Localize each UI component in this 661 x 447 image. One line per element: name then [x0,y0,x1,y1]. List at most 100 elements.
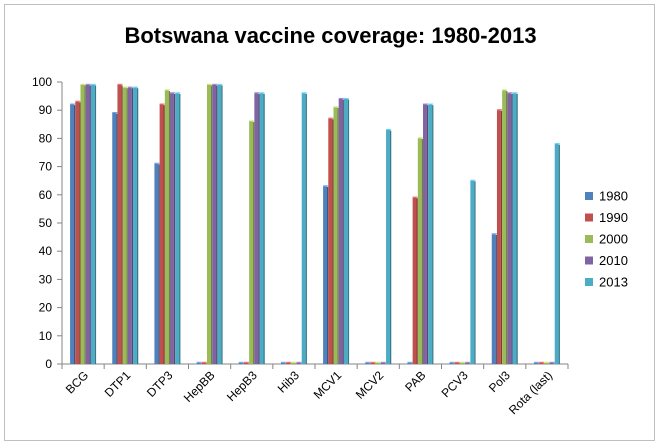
chart-title: Botswana vaccine coverage: 1980-2013 [124,23,537,48]
bar-2000-Pol3 [502,90,507,365]
bar-2010-HepB3 [254,93,259,364]
bar-top [127,86,133,88]
bar-top [338,97,344,99]
bar-2010-Pol3 [507,93,512,364]
bar-1990-HepBB [201,362,206,364]
bar-1980-HepB3 [238,362,243,364]
y-tick-label: 50 [39,216,53,230]
bar-top [296,361,302,363]
bar-2013-PAB [428,104,433,364]
bar-side [84,85,86,365]
bar-side [506,91,508,364]
y-tick-label: 100 [32,75,52,89]
bar-1990-MCV2 [370,362,375,364]
x-tick-label: BCG [63,368,91,396]
y-tick-label: 10 [39,329,53,343]
bar-2000-MCV2 [375,362,380,364]
bar-side [205,363,207,364]
bar-top [212,83,218,85]
bar-2010-DTP3 [170,93,174,364]
bar-side [131,88,134,365]
legend-label-1980: 1980 [599,189,628,204]
bar-side [342,99,344,365]
bar-top [496,109,502,111]
bar-top [328,117,334,119]
bar-top [259,92,265,94]
bar-2010-PAB [423,104,427,364]
bar-top [301,92,307,94]
bar-top [170,92,176,94]
bar-top [280,361,286,363]
bar-1990-BCG [75,101,80,365]
bar-top [449,361,455,363]
legend-swatch-2013 [585,278,593,286]
bar-side [210,85,213,365]
bar-side [474,181,476,364]
bar-side [94,85,97,365]
bar-side [247,363,250,364]
bar-side [158,164,160,364]
bar-top [544,361,550,363]
bar-side [332,119,334,364]
bar-top [407,361,413,363]
bar-side [463,363,466,364]
bar-side [426,105,429,364]
bar-side [347,99,350,365]
bar-2013-PCV3 [470,180,475,364]
bar-top [380,361,386,363]
bar-side [411,363,413,364]
bar-top [512,92,518,94]
bar-side [374,363,376,364]
bar-side [558,144,560,364]
bar-top [217,83,223,85]
bar-2000-DTP1 [122,87,127,364]
bar-side [305,93,307,364]
bar-top [159,103,165,105]
bar-side [242,363,244,364]
bar-2000-Rota (last) [544,362,549,364]
x-tick-label: PCV3 [439,368,471,400]
x-tick-label: MCV2 [353,368,387,402]
legend-label-2000: 2000 [599,232,628,247]
bar-side [389,130,392,364]
bar-top [412,196,418,198]
x-tick-label: Pol3 [486,368,513,395]
bar-side [126,88,128,365]
bar-1980-BCG [70,104,74,364]
bar-top [175,92,181,94]
bar-2013-MCV1 [343,98,348,365]
bar-side [290,363,292,364]
x-tick-label: Hib3 [275,368,303,396]
bar-top [323,185,329,187]
bar-side [163,105,165,364]
bar-2013-DTP1 [133,87,137,364]
bar-top [286,361,292,363]
legend-swatch-2010 [585,256,593,265]
legend-label-2013: 2013 [599,275,628,290]
bar-side [216,85,218,365]
y-tick-label: 80 [39,131,53,145]
bar-side [379,363,381,364]
bar-top [133,86,139,88]
bar-top [539,361,545,363]
bar-2013-BCG [90,84,95,364]
bar-1990-Pol3 [496,110,501,364]
bar-2000-MCV1 [333,107,338,364]
bar-top [75,100,81,102]
bar-side [116,113,118,365]
bar-side [179,93,181,364]
bar-side [73,105,76,364]
bar-top [502,89,508,91]
bar-2010-DTP1 [127,87,132,364]
bar-side [168,91,171,364]
bar-1980-PAB [407,362,412,364]
bar-2013-Hib3 [301,93,306,364]
bar-top [549,361,555,363]
bar-side [263,93,265,364]
bar-top [80,83,86,85]
bar-side [458,363,460,364]
bar-2010-MCV2 [380,362,385,364]
bar-side [221,85,223,365]
bar-top [90,83,96,85]
bar-1990-Rota (last) [539,362,544,364]
